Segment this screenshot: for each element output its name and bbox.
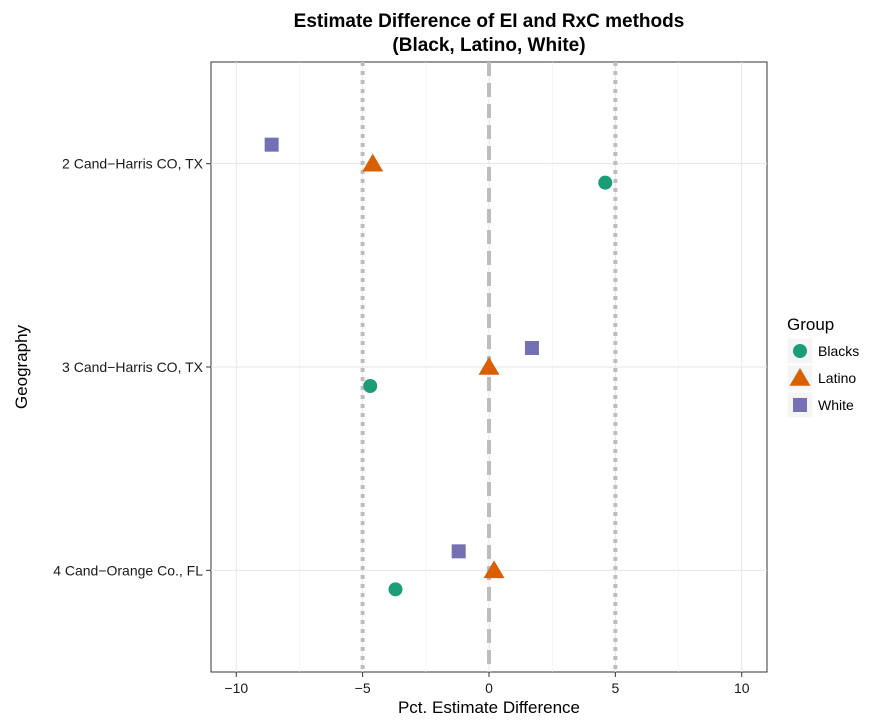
- data-point-latino: [483, 560, 505, 579]
- data-point-latino: [362, 153, 384, 172]
- x-tick-label: 5: [611, 680, 619, 696]
- chart-title-line-1: Estimate Difference of EI and RxC method…: [294, 11, 685, 32]
- data-point-white: [524, 341, 539, 355]
- legend-label-latino: Latino: [818, 370, 856, 386]
- data-point-blacks: [363, 379, 378, 393]
- data-point-latino: [478, 357, 500, 375]
- legend-key-white: [793, 398, 807, 412]
- x-tick-label: 10: [734, 680, 750, 696]
- data-point-white: [451, 544, 466, 559]
- x-axis-ticks: −10 −5 0 5 10: [224, 672, 750, 696]
- legend-label-white: White: [818, 397, 854, 413]
- legend-label-blacks: Blacks: [818, 343, 859, 359]
- y-axis-ticks: 2 Cand−Harris CO, TX 3 Cand−Harris CO, TX…: [53, 156, 211, 578]
- y-axis-title: Geography: [12, 324, 31, 409]
- x-tick-label: −10: [224, 680, 248, 696]
- x-tick-label: 0: [485, 680, 493, 696]
- data-points: [264, 137, 613, 597]
- x-axis-title: Pct. Estimate Difference: [398, 698, 580, 717]
- data-point-blacks: [388, 582, 403, 597]
- x-tick-label: −5: [355, 680, 371, 696]
- legend-key-blacks: [793, 344, 807, 358]
- y-tick-label: 2 Cand−Harris CO, TX: [62, 156, 204, 172]
- data-point-white: [264, 137, 279, 152]
- legend: Group Blacks Latino White: [786, 315, 859, 419]
- y-tick-label: 3 Cand−Harris CO, TX: [62, 359, 204, 375]
- legend-title: Group: [787, 315, 834, 334]
- y-tick-label: 4 Cand−Orange Co., FL: [53, 562, 203, 578]
- data-point-blacks: [598, 175, 613, 190]
- legend-key-latino: [789, 368, 811, 386]
- legend-items: Blacks Latino White: [786, 337, 859, 419]
- chart-title-line-2: (Black, Latino, White): [392, 35, 585, 56]
